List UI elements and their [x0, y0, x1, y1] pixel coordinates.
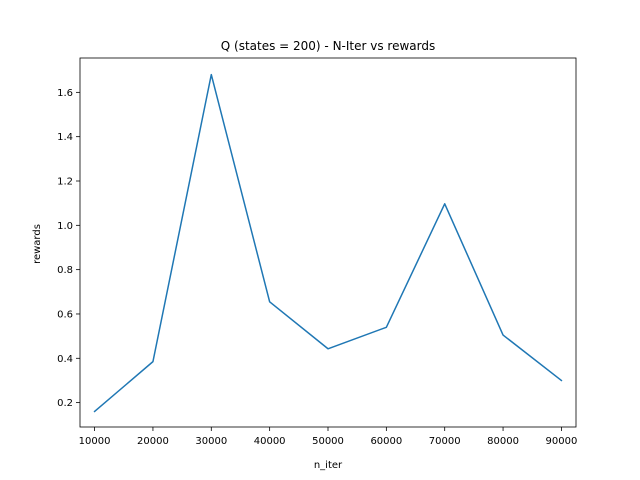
y-tick-label: 1.6 [57, 88, 73, 99]
y-tick-label: 1.0 [57, 221, 73, 232]
x-tick-label: 40000 [254, 436, 286, 447]
y-tick-label: 1.2 [57, 177, 73, 188]
y-tick-label: 0.8 [57, 265, 73, 276]
axes-frame [79, 57, 577, 428]
y-axis-label: rewards [32, 224, 43, 264]
x-tick-label: 60000 [370, 436, 402, 447]
x-tick-label: 50000 [312, 436, 344, 447]
x-tick-label: 70000 [429, 436, 461, 447]
y-tick-label: 0.6 [57, 309, 73, 320]
y-tick-label: 0.4 [57, 354, 73, 365]
y-tick-label: 0.2 [57, 398, 73, 409]
x-tick-label: 80000 [487, 436, 519, 447]
chart-title: Q (states = 200) - N-Iter vs rewards [221, 39, 435, 53]
x-tick-label: 90000 [546, 436, 578, 447]
x-tick-label: 20000 [137, 436, 169, 447]
x-axis-label: n_iter [314, 460, 343, 471]
x-tick-label: 30000 [195, 436, 227, 447]
y-tick-label: 1.4 [57, 132, 73, 143]
series-line [93, 73, 563, 413]
x-tick-label: 10000 [79, 436, 111, 447]
plot-area: 10000 20000 30000 40000 50000 60000 70000 80000… [57, 57, 578, 447]
